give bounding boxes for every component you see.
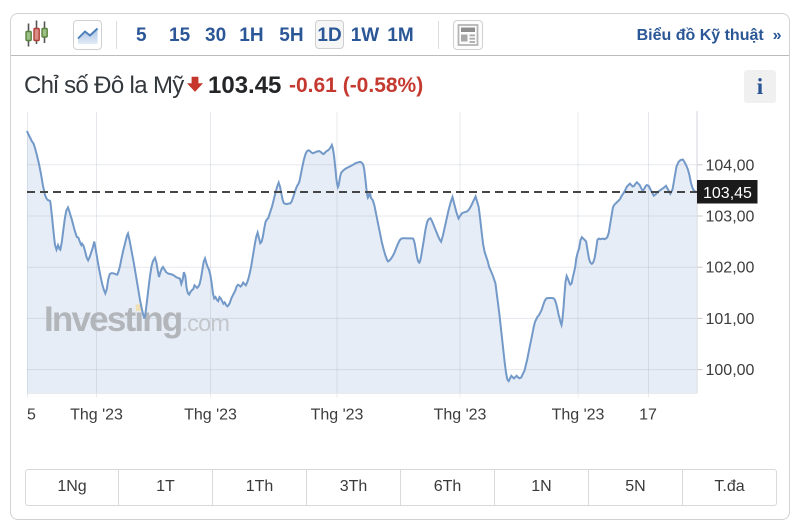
svg-text:103,45: 103,45	[703, 185, 752, 202]
svg-text:Thg '23: Thg '23	[552, 407, 605, 424]
svg-text:103,00: 103,00	[706, 209, 755, 226]
svg-text:104,00: 104,00	[706, 157, 755, 174]
svg-text:Thg '23: Thg '23	[434, 407, 487, 424]
svg-text:17: 17	[639, 407, 657, 424]
svg-text:100,00: 100,00	[706, 362, 755, 379]
svg-text:Thg '23: Thg '23	[311, 407, 364, 424]
svg-text:Thg '23: Thg '23	[70, 407, 123, 424]
svg-text:5: 5	[27, 407, 36, 424]
svg-text:101,00: 101,00	[706, 311, 755, 328]
svg-text:Thg '23: Thg '23	[184, 407, 237, 424]
svg-text:102,00: 102,00	[706, 260, 755, 277]
